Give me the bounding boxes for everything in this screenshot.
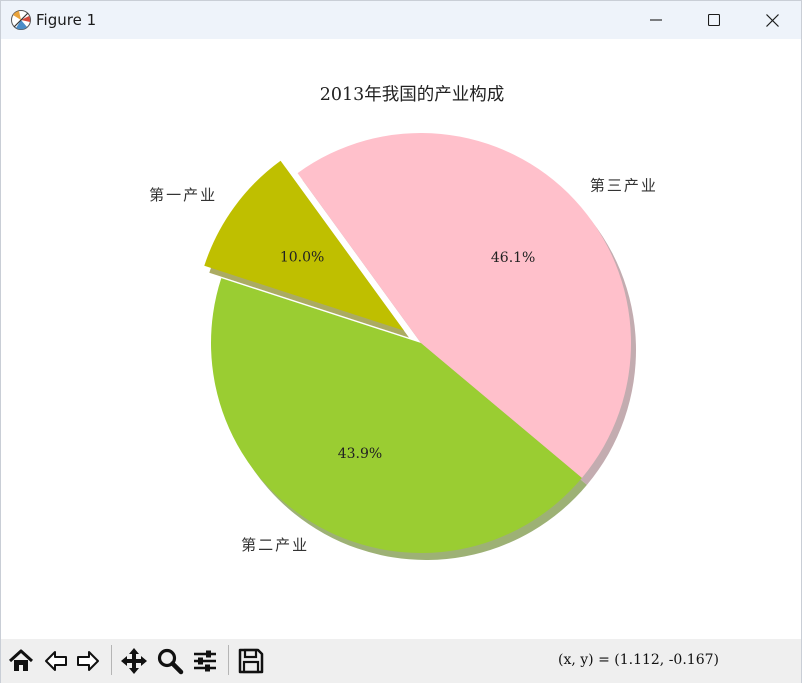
configure-subplots-button[interactable]	[189, 645, 221, 677]
slice-category-label: 第二产业	[241, 536, 309, 554]
close-icon	[765, 13, 779, 27]
pie-slice-3	[297, 132, 632, 478]
maximize-button[interactable]	[685, 1, 743, 39]
close-button[interactable]	[743, 1, 801, 39]
home-icon	[8, 649, 34, 671]
slice-category-label: 第三产业	[590, 176, 658, 194]
minimize-button[interactable]	[627, 1, 685, 39]
minimize-icon	[650, 19, 662, 21]
toolbar-separator	[111, 645, 112, 675]
cursor-coordinates: (x, y) = (1.112, -0.167)	[558, 652, 719, 668]
home-button[interactable]	[5, 645, 37, 677]
pie-chart: 第一产业 10.0% 第二产业 43.9% 第三产业 46.1% 2013年我国的产业构成	[149, 85, 658, 561]
sliders-icon	[194, 650, 216, 672]
matplotlib-app-icon	[11, 10, 31, 30]
maximize-icon	[708, 14, 720, 26]
pie-slice-1	[204, 160, 405, 331]
pan-move-icon	[121, 648, 147, 674]
title-bar: Figure 1	[1, 1, 801, 39]
slice-percent-label: 43.9%	[338, 446, 382, 462]
pie-slice-2	[211, 278, 582, 553]
back-arrow-icon	[45, 651, 67, 671]
slice-percent-label: 46.1%	[491, 250, 535, 266]
pie-labels: 第一产业 10.0% 第二产业 43.9% 第三产业 46.1%	[149, 176, 658, 554]
pan-button[interactable]	[118, 645, 150, 677]
slice-percent-label: 10.0%	[280, 250, 324, 266]
forward-button[interactable]	[72, 645, 104, 677]
window-title: Figure 1	[36, 11, 97, 29]
forward-arrow-icon	[77, 651, 99, 671]
slice-category-label: 第一产业	[149, 186, 217, 204]
chart-title: 2013年我国的产业构成	[320, 85, 505, 105]
toolbar-separator	[228, 645, 229, 675]
back-button[interactable]	[40, 645, 72, 677]
zoom-button[interactable]	[154, 645, 186, 677]
zoom-magnifier-icon	[157, 648, 184, 675]
navigation-toolbar: (x, y) = (1.112, -0.167)	[1, 639, 801, 683]
figure-canvas[interactable]: 第一产业 10.0% 第二产业 43.9% 第三产业 46.1% 2013年我国的产业构成	[1, 39, 801, 639]
save-floppy-icon	[238, 648, 264, 674]
pie-slices	[204, 132, 632, 553]
save-button[interactable]	[235, 645, 267, 677]
